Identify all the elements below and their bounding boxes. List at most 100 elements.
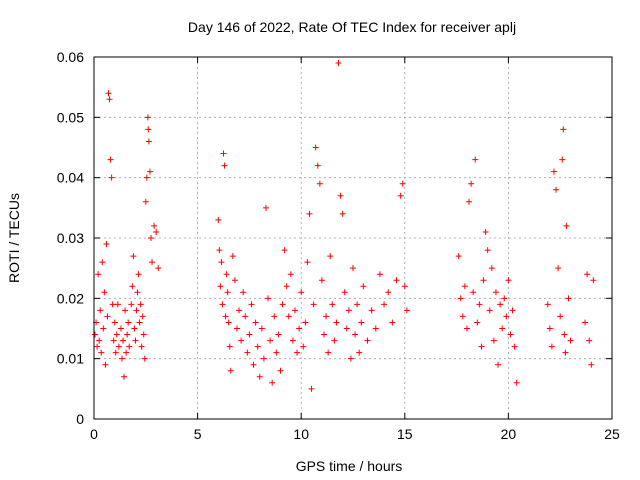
data-point <box>310 301 317 308</box>
data-point <box>285 313 292 320</box>
data-point <box>563 222 570 229</box>
data-point <box>283 283 290 290</box>
data-point <box>254 343 261 350</box>
data-point <box>503 313 510 320</box>
data-point <box>151 222 158 229</box>
data-point <box>221 162 228 169</box>
data-point <box>217 283 224 290</box>
x-axis-label: GPS time / hours <box>296 458 403 474</box>
data-point <box>352 331 359 338</box>
data-point <box>110 337 117 344</box>
data-point <box>229 253 236 260</box>
data-point <box>279 301 286 308</box>
data-point <box>135 271 142 278</box>
data-point <box>137 301 144 308</box>
data-point <box>376 271 383 278</box>
data-point <box>492 289 499 296</box>
data-point <box>123 349 130 356</box>
data-point <box>246 331 253 338</box>
data-point <box>567 337 574 344</box>
data-point <box>139 313 146 320</box>
data-point <box>347 355 354 362</box>
data-point <box>113 331 120 338</box>
data-point <box>109 301 116 308</box>
data-point <box>548 343 555 350</box>
data-point <box>559 156 566 163</box>
data-point <box>287 271 294 278</box>
data-point <box>143 174 150 181</box>
data-point <box>129 283 136 290</box>
data-point <box>457 295 464 302</box>
data-point <box>114 301 121 308</box>
data-point <box>478 343 485 350</box>
data-point <box>555 265 562 272</box>
data-point <box>250 361 257 368</box>
data-point <box>546 325 553 332</box>
data-point <box>393 277 400 284</box>
data-point <box>273 349 280 356</box>
data-point <box>312 144 319 151</box>
data-point <box>225 319 232 326</box>
data-point <box>121 373 128 380</box>
data-point <box>474 319 481 326</box>
data-point <box>104 313 111 320</box>
y-tick-label: 0.04 <box>57 170 84 186</box>
data-point <box>105 90 112 97</box>
data-point <box>215 216 222 223</box>
data-point <box>120 337 127 344</box>
data-point <box>561 331 568 338</box>
data-point <box>267 337 274 344</box>
x-tick-label: 5 <box>194 426 202 442</box>
data-point <box>222 313 229 320</box>
data-point <box>131 325 138 332</box>
data-point <box>126 343 133 350</box>
data-point <box>358 319 365 326</box>
x-tick-label: 25 <box>604 426 620 442</box>
data-point <box>381 301 388 308</box>
data-point <box>244 349 251 356</box>
data-point <box>397 192 404 199</box>
data-point <box>262 204 269 211</box>
data-point <box>100 325 107 332</box>
data-point <box>544 301 551 308</box>
data-point <box>231 277 238 284</box>
data-point <box>256 373 263 380</box>
data-point <box>236 307 243 314</box>
data-point <box>95 271 102 278</box>
data-point <box>115 343 122 350</box>
data-point <box>233 325 240 332</box>
data-point <box>224 289 231 296</box>
data-point <box>497 301 504 308</box>
data-point <box>385 289 392 296</box>
data-point <box>302 319 309 326</box>
data-point <box>103 241 110 248</box>
data-point <box>459 313 466 320</box>
data-point <box>333 319 340 326</box>
data-point <box>403 307 410 314</box>
data-point <box>101 289 108 296</box>
data-point <box>300 343 307 350</box>
data-point <box>108 174 115 181</box>
data-point <box>122 307 129 314</box>
data-point <box>106 96 113 103</box>
data-point <box>511 343 518 350</box>
data-point <box>509 307 516 314</box>
data-point <box>136 319 143 326</box>
data-point <box>584 271 591 278</box>
data-point <box>226 343 233 350</box>
data-point <box>399 180 406 187</box>
data-point <box>455 253 462 260</box>
data-point <box>134 289 141 296</box>
data-point <box>220 150 227 157</box>
x-tick-labels: 0 5 10 15 20 25 <box>90 426 620 442</box>
y-axis-label: ROTI / TECUs <box>6 193 22 283</box>
data-point <box>320 331 327 338</box>
data-point <box>252 319 259 326</box>
data-point <box>102 361 109 368</box>
x-tick-label: 10 <box>293 426 309 442</box>
data-point <box>147 235 154 241</box>
data-point <box>360 283 367 290</box>
data-point <box>281 247 288 254</box>
data-point <box>306 210 313 217</box>
data-point <box>97 307 104 314</box>
